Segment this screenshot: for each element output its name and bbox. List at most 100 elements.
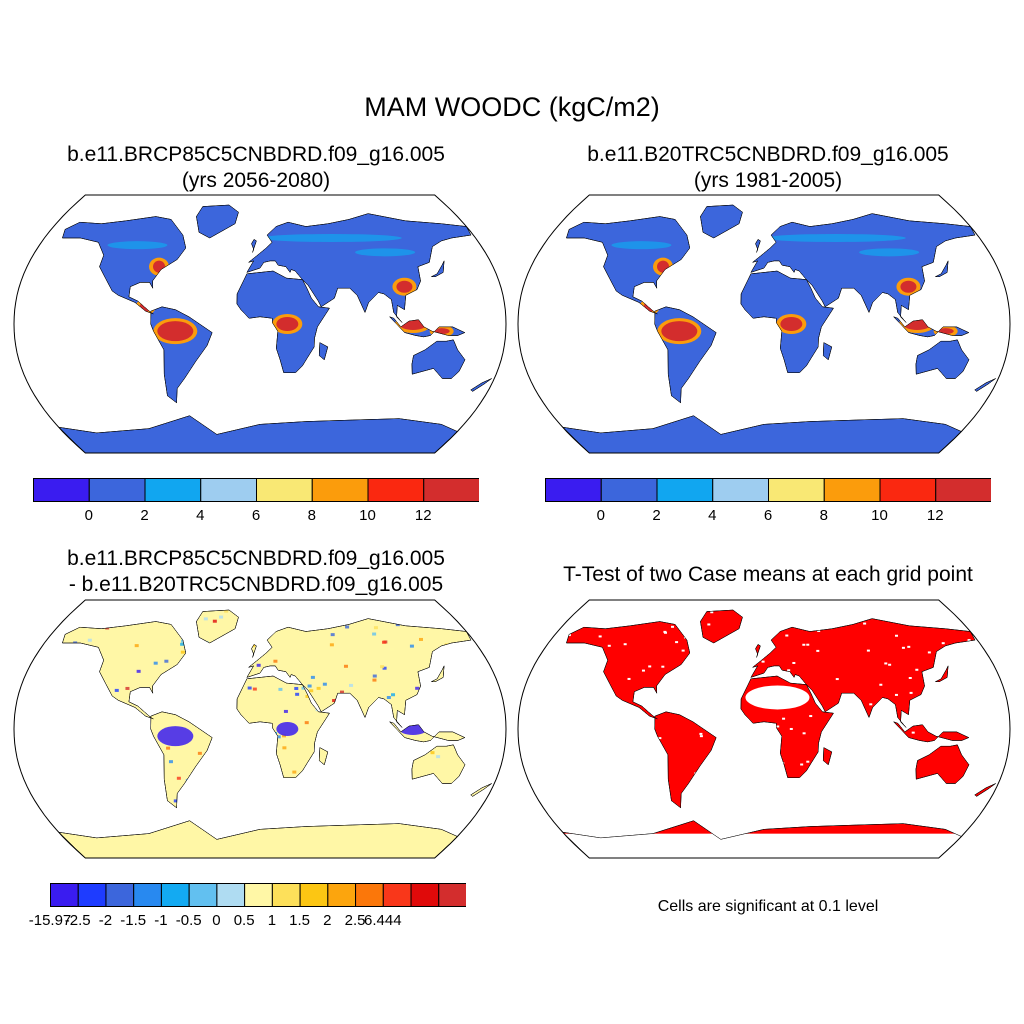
diff-cell bbox=[372, 740, 377, 744]
coastline bbox=[431, 260, 445, 277]
insignificant-cell bbox=[928, 747, 932, 750]
insignificant-cell bbox=[919, 704, 923, 707]
diff-cell bbox=[87, 638, 92, 642]
insignificant-cell bbox=[783, 804, 787, 807]
land-mass bbox=[196, 204, 239, 239]
diff-cell bbox=[50, 663, 54, 666]
colorbar-tick-label: 2 bbox=[140, 507, 149, 524]
insignificant-cell bbox=[989, 715, 993, 718]
insignificant-cell bbox=[543, 658, 546, 660]
colorbar-tick-label: 4 bbox=[196, 507, 205, 524]
panel-case2-title-line2: (yrs 1981-2005) bbox=[693, 169, 843, 192]
diff-cell bbox=[362, 605, 366, 608]
colorbar-tick-label: 0 bbox=[84, 507, 93, 524]
insignificant-cell bbox=[744, 620, 748, 623]
colorbar-swatch bbox=[33, 478, 90, 502]
diff-cell bbox=[484, 619, 489, 623]
map-ttest bbox=[517, 598, 1011, 859]
insignificant-cell bbox=[538, 778, 541, 780]
insignificant-cell bbox=[994, 701, 996, 704]
diff-cell bbox=[332, 699, 337, 703]
woodc-hotspot bbox=[643, 301, 656, 312]
insignificant-cell bbox=[740, 600, 743, 602]
insignificant-cell bbox=[624, 602, 627, 604]
insignificant-cell bbox=[578, 704, 582, 707]
diff-cell bbox=[197, 751, 202, 755]
colorbar-tick-label: 2 bbox=[323, 912, 332, 929]
diff-cell bbox=[36, 641, 40, 644]
diff-cell bbox=[73, 709, 78, 713]
diff-cell bbox=[136, 749, 141, 753]
colorbar-swatch bbox=[410, 883, 440, 907]
diff-cell bbox=[478, 733, 483, 737]
colorbar-tick-label: 4 bbox=[708, 507, 717, 524]
insignificant-cell bbox=[927, 651, 931, 654]
diff-cell bbox=[256, 663, 261, 667]
diff-cell bbox=[134, 742, 139, 746]
diff-cell bbox=[487, 799, 492, 803]
insignificant-cell bbox=[628, 610, 632, 611]
insignificant-cell bbox=[538, 754, 541, 756]
diff-cell bbox=[210, 766, 215, 770]
insignificant-cell bbox=[1007, 627, 1010, 629]
diff-cell bbox=[209, 805, 214, 809]
land-mass bbox=[935, 260, 949, 277]
diff-cell bbox=[85, 663, 90, 667]
diff-cell bbox=[283, 709, 288, 713]
diff-cell bbox=[263, 791, 268, 795]
land-mass bbox=[411, 744, 466, 784]
insignificant-cell bbox=[707, 623, 711, 626]
woodc-hotspot bbox=[139, 301, 152, 312]
diff-cell bbox=[464, 711, 469, 715]
diff-cell bbox=[199, 725, 204, 729]
diff-cell bbox=[425, 659, 430, 663]
diff-cell bbox=[483, 732, 488, 736]
diff-cell bbox=[486, 710, 491, 714]
insignificant-cell bbox=[800, 763, 804, 766]
diff-cell bbox=[80, 694, 85, 698]
insignificant-cell bbox=[658, 789, 662, 792]
insignificant-cell bbox=[896, 768, 900, 771]
insignificant-cell bbox=[942, 598, 945, 600]
woodc-hotspot bbox=[780, 317, 803, 331]
diff-cell bbox=[105, 747, 110, 751]
insignificant-cell bbox=[970, 746, 974, 749]
diff-cell bbox=[425, 610, 430, 611]
diff-cell bbox=[221, 698, 226, 702]
diff-cell bbox=[348, 610, 353, 611]
diff-cell bbox=[117, 768, 122, 772]
woodc-band bbox=[107, 241, 168, 250]
coastline bbox=[389, 316, 466, 338]
diff-cell bbox=[27, 681, 31, 684]
diff-cell bbox=[479, 693, 484, 697]
diff-cell bbox=[247, 686, 252, 690]
insignificant-cell bbox=[940, 619, 944, 622]
coastline bbox=[389, 721, 466, 743]
diff-cell bbox=[322, 682, 327, 686]
insignificant-cell bbox=[583, 739, 587, 742]
diff-cell bbox=[203, 617, 208, 621]
coastline bbox=[750, 618, 976, 728]
insignificant-cell bbox=[741, 777, 745, 780]
coastline bbox=[740, 270, 834, 373]
insignificant-cell bbox=[931, 622, 935, 625]
land-mass bbox=[411, 339, 466, 379]
woodc-band bbox=[859, 248, 920, 257]
insignificant-cell bbox=[746, 632, 750, 635]
diff-cell bbox=[372, 632, 377, 636]
land-mass bbox=[654, 711, 717, 809]
diff-cell bbox=[351, 747, 356, 751]
diff-cell bbox=[479, 794, 484, 798]
colorbar-swatch bbox=[105, 883, 135, 907]
diff-cell bbox=[22, 612, 26, 615]
diff-cell bbox=[69, 651, 74, 655]
diff-cell bbox=[349, 683, 354, 687]
insignificant-cell bbox=[627, 677, 631, 680]
diff-cell bbox=[373, 626, 378, 630]
diff-cell bbox=[398, 759, 403, 763]
diff-cell bbox=[16, 627, 20, 630]
diff-cell bbox=[58, 723, 60, 727]
insignificant-cell bbox=[728, 691, 732, 694]
coastline bbox=[470, 783, 492, 797]
diff-cell bbox=[34, 668, 38, 671]
